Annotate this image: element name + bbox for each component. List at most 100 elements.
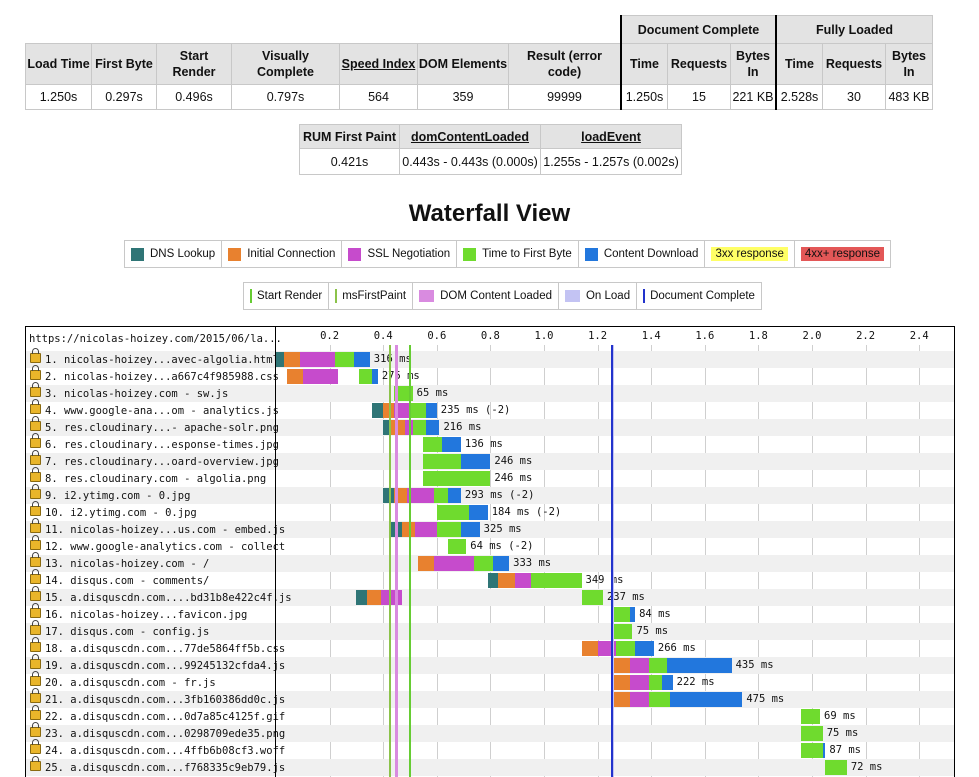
request-bar-download[interactable] — [493, 556, 510, 571]
request-bar-ssl[interactable] — [300, 352, 335, 367]
request-label[interactable]: 2. nicolas-hoizey...a667c4f985988.css — [30, 365, 279, 383]
request-bar-connect[interactable] — [613, 675, 630, 690]
request-bar-connect[interactable] — [581, 641, 598, 656]
request-bar-ssl[interactable] — [629, 658, 649, 673]
request-bar-ttfb[interactable] — [393, 386, 413, 401]
request-bar-ssl[interactable] — [393, 403, 410, 418]
request-label[interactable]: 12. www.google-analytics.com - collect — [30, 535, 285, 553]
request-bar-dns[interactable] — [356, 590, 368, 605]
request-label[interactable]: 16. nicolas-hoizey...favicon.jpg — [30, 603, 247, 621]
request-bar-connect[interactable] — [613, 658, 630, 673]
request-bar-dns[interactable] — [372, 403, 384, 418]
request-bar-ssl[interactable] — [629, 692, 649, 707]
request-bar-ssl[interactable] — [514, 573, 531, 588]
request-bar-ttfb[interactable] — [530, 573, 582, 588]
request-row[interactable]: 24. a.disquscdn.com...4ffb6b08cf3.woff 87… — [26, 739, 954, 759]
request-label[interactable]: 23. a.disquscdn.com...0298709ede35.png — [30, 722, 285, 740]
request-bar-ttfb[interactable] — [616, 641, 636, 656]
request-bar-dns[interactable] — [276, 352, 285, 367]
request-label[interactable]: 9. i2.ytimg.com - 0.jpg — [30, 484, 190, 502]
request-bar-download[interactable] — [426, 420, 440, 435]
request-row[interactable]: 10. i2.ytimg.com - 0.jpg 184 ms (-2) — [26, 501, 954, 521]
request-label[interactable]: 24. a.disquscdn.com...4ffb6b08cf3.woff — [30, 739, 285, 757]
request-bar-ttfb[interactable] — [613, 607, 630, 622]
request-label[interactable]: 21. a.disquscdn.com...3fb160386dd0c.js — [30, 688, 285, 706]
request-bar-connect[interactable] — [367, 590, 381, 605]
request-bar-ttfb[interactable] — [436, 522, 461, 537]
request-bar-ttfb[interactable] — [648, 658, 668, 673]
request-bar-ttfb[interactable] — [825, 760, 847, 775]
request-bar-download[interactable] — [822, 743, 826, 758]
request-bar-ttfb[interactable] — [434, 488, 448, 503]
request-bar-connect[interactable] — [383, 403, 394, 418]
dom-content-loaded-header[interactable]: domContentLoaded — [399, 124, 541, 149]
request-bar-ttfb[interactable] — [801, 726, 823, 741]
request-bar-ttfb[interactable] — [648, 692, 670, 707]
request-label[interactable]: 18. a.disquscdn.com...77de5864ff5b.css — [30, 637, 285, 655]
request-label[interactable]: 25. a.disquscdn.com...f768335c9eb79.js — [30, 756, 285, 774]
request-bar-dns[interactable] — [383, 420, 392, 435]
request-bar-download[interactable] — [669, 692, 743, 707]
request-bar-ssl[interactable] — [380, 590, 402, 605]
request-bar-ttfb[interactable] — [423, 454, 461, 469]
request-bar-connect[interactable] — [284, 352, 301, 367]
speed-index-header[interactable]: Speed Index — [339, 43, 418, 85]
request-row[interactable]: 1. nicolas-hoizey...avec-algolia.html 316… — [26, 348, 954, 368]
request-row[interactable]: 18. a.disquscdn.com...77de5864ff5b.css 26… — [26, 637, 954, 657]
request-bar-download[interactable] — [468, 505, 488, 520]
request-row[interactable]: 13. nicolas-hoizey.com - / 333 ms — [26, 552, 954, 572]
request-label[interactable]: 4. www.google-ana...om - analytics.js — [30, 399, 279, 417]
request-row[interactable]: 8. res.cloudinary.com - algolia.png 246 m… — [26, 467, 954, 487]
request-label[interactable]: 1. nicolas-hoizey...avec-algolia.html — [30, 348, 279, 366]
request-row[interactable]: 7. res.cloudinary...oard-overview.jpg 246… — [26, 450, 954, 470]
request-bar-ttfb[interactable] — [801, 743, 823, 758]
request-row[interactable]: 3. nicolas-hoizey.com - sw.js 65 ms — [26, 382, 954, 402]
request-bar-connect[interactable] — [401, 522, 416, 537]
request-bar-ssl[interactable] — [629, 675, 649, 690]
request-bar-ssl[interactable] — [302, 369, 338, 384]
request-bar-ssl[interactable] — [434, 556, 475, 571]
request-label[interactable]: 22. a.disquscdn.com...0d7a85c4125f.gif — [30, 705, 285, 723]
request-bar-ttfb[interactable] — [436, 505, 469, 520]
request-bar-download[interactable] — [460, 454, 491, 469]
request-bar-ssl[interactable] — [407, 488, 435, 503]
request-row[interactable]: 16. nicolas-hoizey...favicon.jpg 84 ms — [26, 603, 954, 623]
request-bar-ttfb[interactable] — [648, 675, 662, 690]
request-bar-download[interactable] — [426, 403, 437, 418]
request-label[interactable]: 15. a.disquscdn.com....bd31b8e422c4f.js — [30, 586, 292, 604]
request-bar-download[interactable] — [661, 675, 673, 690]
request-bar-download[interactable] — [447, 488, 461, 503]
request-bar-ttfb[interactable] — [359, 369, 373, 384]
request-row[interactable]: 23. a.disquscdn.com...0298709ede35.png 75… — [26, 722, 954, 742]
request-bar-download[interactable] — [442, 437, 461, 452]
request-bar-dns[interactable] — [487, 573, 499, 588]
request-row[interactable]: 25. a.disquscdn.com...f768335c9eb79.js 72… — [26, 756, 954, 776]
request-row[interactable]: 20. a.disquscdn.com - fr.js 222 ms — [26, 671, 954, 691]
request-row[interactable]: 11. nicolas-hoizey...us.com - embed.js 32… — [26, 518, 954, 538]
request-label[interactable]: 14. disqus.com - comments/ — [30, 569, 209, 587]
request-bar-ttfb[interactable] — [581, 590, 603, 605]
request-row[interactable]: 5. res.cloudinary...- apache-solr.png 216… — [26, 416, 954, 436]
request-label[interactable]: 7. res.cloudinary...oard-overview.jpg — [30, 450, 279, 468]
request-row[interactable]: 2. nicolas-hoizey...a667c4f985988.css 275… — [26, 365, 954, 385]
request-label[interactable]: 11. nicolas-hoizey...us.com - embed.js — [30, 518, 285, 536]
request-label[interactable]: 13. nicolas-hoizey.com - / — [30, 552, 209, 570]
request-bar-ttfb[interactable] — [412, 420, 427, 435]
request-bar-ttfb[interactable] — [447, 539, 467, 554]
request-label[interactable]: 8. res.cloudinary.com - algolia.png — [30, 467, 266, 485]
request-bar-ttfb[interactable] — [410, 403, 427, 418]
request-bar-ttfb[interactable] — [613, 624, 633, 639]
request-bar-ttfb[interactable] — [334, 352, 354, 367]
request-bar-connect[interactable] — [286, 369, 303, 384]
request-bar-ttfb[interactable] — [423, 471, 491, 486]
request-bar-connect[interactable] — [418, 556, 435, 571]
request-row[interactable]: 9. i2.ytimg.com - 0.jpg 293 ms (-2) — [26, 484, 954, 504]
request-label[interactable]: 6. res.cloudinary...esponse-times.jpg — [30, 433, 279, 451]
request-bar-connect[interactable] — [391, 420, 405, 435]
request-bar-connect[interactable] — [613, 692, 630, 707]
request-bar-ssl[interactable] — [415, 522, 437, 537]
request-row[interactable]: 14. disqus.com - comments/349 ms — [26, 569, 954, 589]
request-row[interactable]: 17. disqus.com - config.js 75 ms — [26, 620, 954, 640]
request-label[interactable]: 20. a.disquscdn.com - fr.js — [30, 671, 216, 689]
request-bar-ttfb[interactable] — [474, 556, 494, 571]
